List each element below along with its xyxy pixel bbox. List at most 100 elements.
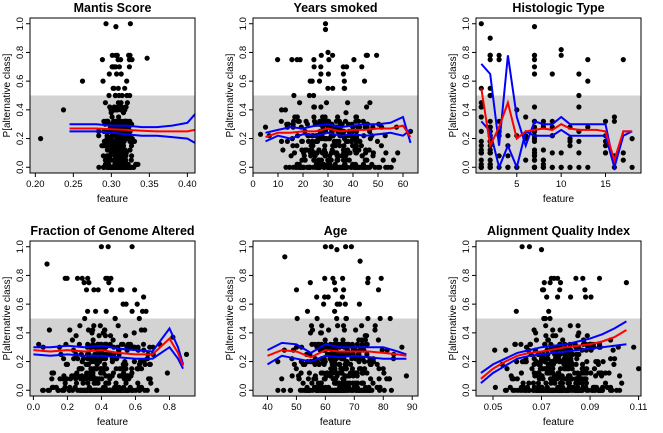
data-point xyxy=(300,361,306,367)
data-point xyxy=(544,387,550,393)
y-tick-label: 1.0 xyxy=(461,17,472,30)
plot-frame xyxy=(475,240,642,397)
data-point xyxy=(102,361,108,367)
data-point xyxy=(114,71,120,77)
data-point xyxy=(487,35,493,41)
data-point xyxy=(576,330,582,336)
data-point xyxy=(620,150,626,156)
data-point xyxy=(608,384,614,390)
data-point xyxy=(305,138,312,144)
data-point xyxy=(341,143,347,149)
data-point xyxy=(478,164,484,170)
data-point xyxy=(343,157,349,163)
data-point xyxy=(576,71,582,77)
data-point xyxy=(350,143,356,149)
data-point xyxy=(330,275,336,281)
series-line-2 xyxy=(69,127,195,133)
data-point xyxy=(354,380,360,386)
data-point xyxy=(533,359,539,365)
data-point xyxy=(356,118,362,124)
data-point xyxy=(115,100,121,106)
data-point xyxy=(340,275,346,281)
data-point xyxy=(61,356,67,362)
data-point xyxy=(307,280,313,286)
data-point xyxy=(307,78,313,84)
plot-frame xyxy=(475,17,642,174)
data-point xyxy=(550,366,556,372)
data-point xyxy=(332,308,338,314)
data-point xyxy=(284,121,290,127)
data-point xyxy=(147,376,153,382)
data-point xyxy=(129,153,135,159)
data-point xyxy=(380,366,386,372)
data-point xyxy=(325,85,331,91)
x-axis-label: feature xyxy=(320,194,352,205)
data-point xyxy=(85,308,91,314)
data-point xyxy=(540,161,547,167)
data-point xyxy=(629,136,635,142)
data-point xyxy=(307,330,314,336)
data-point xyxy=(322,143,328,149)
data-point xyxy=(147,361,153,367)
data-point xyxy=(487,57,493,63)
data-point xyxy=(333,370,340,376)
data-point xyxy=(113,366,119,372)
data-point xyxy=(79,78,86,84)
data-point xyxy=(496,57,502,63)
data-point xyxy=(553,333,559,339)
series-line-0 xyxy=(480,320,627,374)
data-point xyxy=(365,275,371,281)
data-point xyxy=(631,344,637,350)
data-point xyxy=(322,359,328,365)
data-point xyxy=(55,387,61,393)
x-tick-label: 0.35 xyxy=(140,179,159,190)
data-point xyxy=(87,356,94,362)
x-tick-label: 0.25 xyxy=(64,179,83,190)
y-tick-label: 0.2 xyxy=(461,132,472,145)
series-line-1 xyxy=(69,130,195,144)
data-point xyxy=(531,153,538,159)
data-point xyxy=(487,52,493,58)
y-tick-label: 1.0 xyxy=(15,240,26,253)
data-point xyxy=(297,100,303,106)
data-point xyxy=(527,341,534,347)
y-axis-label: P[alternative class] xyxy=(2,276,13,360)
x-tick-label: 0.40 xyxy=(178,179,197,190)
data-point xyxy=(546,361,552,367)
data-point xyxy=(357,258,363,264)
data-point xyxy=(370,380,376,386)
data-point xyxy=(569,366,575,372)
data-point xyxy=(110,143,116,149)
data-point xyxy=(360,370,366,376)
data-point xyxy=(310,164,316,170)
data-point xyxy=(370,150,376,156)
data-point xyxy=(144,55,150,61)
data-point xyxy=(580,275,586,281)
data-point xyxy=(311,64,317,70)
data-point xyxy=(478,138,484,144)
data-point xyxy=(44,261,50,267)
data-point xyxy=(129,308,135,314)
data-point xyxy=(378,275,384,281)
data-point xyxy=(126,64,132,70)
data-point xyxy=(110,85,116,91)
data-point xyxy=(387,315,393,322)
x-tick-label: 5 xyxy=(514,179,519,190)
data-point xyxy=(329,370,335,376)
data-point xyxy=(119,287,125,293)
y-tick-label: 0.6 xyxy=(238,298,249,311)
data-point xyxy=(60,107,67,113)
data-point xyxy=(130,387,137,393)
data-point xyxy=(602,118,609,124)
data-point xyxy=(102,100,108,106)
data-point xyxy=(79,275,85,281)
data-point xyxy=(547,315,553,322)
data-point xyxy=(311,57,317,63)
data-point xyxy=(120,366,126,372)
data-point xyxy=(332,366,338,372)
data-point xyxy=(321,301,327,307)
series-line-2 xyxy=(265,124,412,139)
data-point xyxy=(363,341,369,347)
data-point xyxy=(318,330,324,336)
y-tick-label: 0.8 xyxy=(461,269,472,282)
